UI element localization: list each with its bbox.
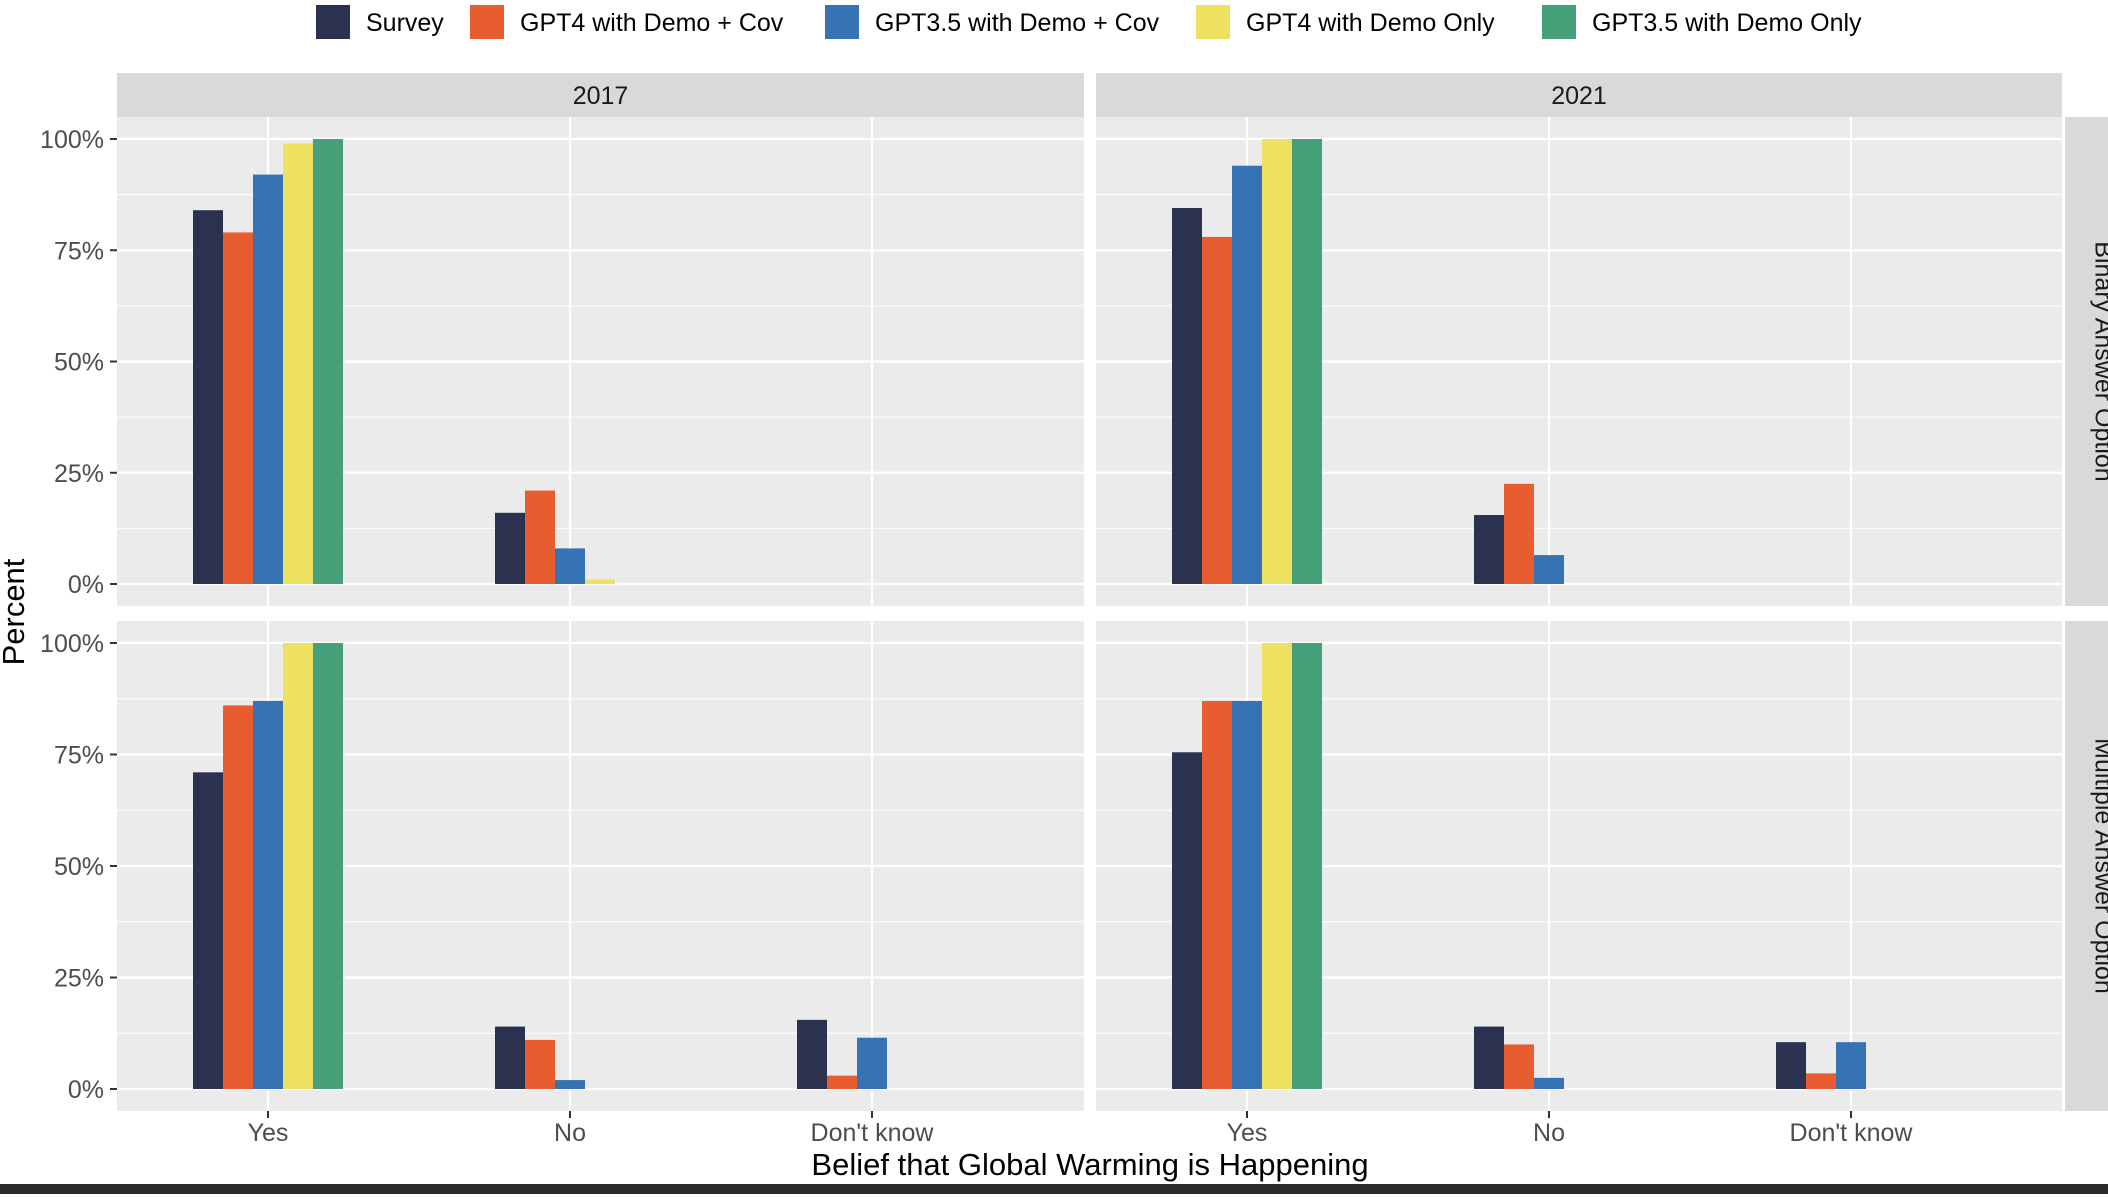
bar [1292,643,1322,1089]
bar [283,143,313,584]
bar [1232,166,1262,584]
legend-key [470,5,504,39]
bar [1172,752,1202,1089]
bar [253,701,283,1089]
bar [495,513,525,584]
bar [585,580,615,584]
x-axis-title: Belief that Global Warming is Happening [811,1147,1368,1182]
bar [555,1080,585,1089]
row-strip-label: Binary Answer Option [2090,241,2108,481]
y-tick-label: 50% [54,349,104,377]
bar [1806,1073,1836,1089]
legend-label: Survey [366,9,444,37]
bar [1474,1027,1504,1089]
y-tick-label: 0% [68,1076,104,1104]
bar [525,1040,555,1089]
y-tick-label: 100% [40,630,104,658]
y-tick-label: 25% [54,965,104,993]
bar [1776,1042,1806,1089]
x-tick-label: Yes [248,1119,289,1147]
x-tick-label: No [554,1119,586,1147]
bar [1474,515,1504,584]
legend-key [1196,5,1230,39]
bottom-bar [0,1184,2108,1194]
bar [193,210,223,584]
legend-label: GPT3.5 with Demo + Cov [875,9,1160,37]
legend-label: GPT3.5 with Demo Only [1592,9,1862,37]
bar [313,139,343,584]
bar [1534,555,1564,584]
legend-key [825,5,859,39]
bar [1262,643,1292,1089]
col-strip-label: 2017 [573,82,629,110]
bar [857,1038,887,1089]
bar [223,705,253,1089]
bar [313,643,343,1089]
x-tick-label: Yes [1227,1119,1268,1147]
y-tick-label: 100% [40,126,104,154]
bar [1202,237,1232,584]
bar [1262,139,1292,584]
bar [827,1076,857,1089]
x-tick-label: Don't know [811,1119,935,1147]
legend-key [1542,5,1576,39]
y-tick-label: 75% [54,742,104,770]
y-axis-title: Percent [0,558,31,665]
col-strip-label: 2021 [1551,82,1607,110]
bar [1292,139,1322,584]
bar [193,772,223,1089]
bar [1232,701,1262,1089]
bar [525,491,555,584]
bar [797,1020,827,1089]
bar [253,175,283,584]
bar [1534,1078,1564,1089]
y-tick-label: 0% [68,571,104,599]
legend-label: GPT4 with Demo Only [1246,9,1495,37]
x-tick-label: No [1533,1119,1565,1147]
bar [1172,208,1202,584]
legend-key [316,5,350,39]
row-strip-label: Multiple Answer Option [2090,738,2108,994]
bar [1504,1044,1534,1089]
y-tick-label: 25% [54,460,104,488]
bar [555,548,585,584]
bar [223,232,253,584]
bar [1504,484,1534,584]
bar [495,1027,525,1089]
bar [283,643,313,1089]
x-tick-label: Don't know [1790,1119,1914,1147]
bar [1836,1042,1866,1089]
y-tick-label: 50% [54,853,104,881]
y-tick-label: 75% [54,237,104,265]
legend-label: GPT4 with Demo + Cov [520,9,784,37]
bar [1202,701,1232,1089]
